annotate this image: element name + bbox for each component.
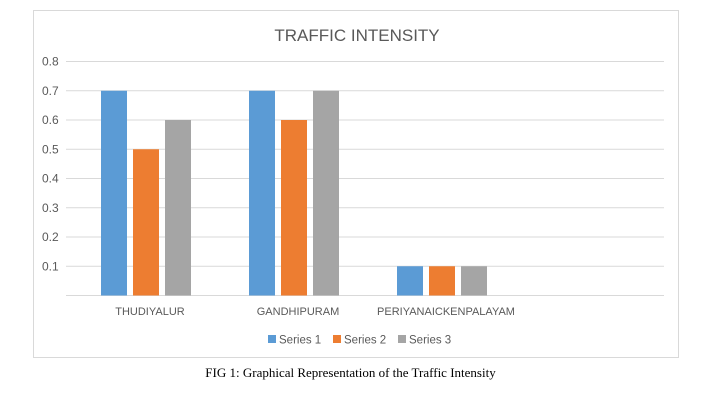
y-tick-label: 0.7 [42, 84, 59, 98]
category-label: THUDIYALUR [115, 306, 185, 318]
legend-label: Series 3 [409, 335, 451, 347]
bar-series-3-thudiyalur [165, 120, 191, 296]
category-label: GANDHIPURAM [257, 306, 340, 318]
legend-swatch [268, 335, 276, 343]
y-tick-label: 0.8 [42, 55, 59, 69]
bar-series-2-thudiyalur [133, 149, 159, 296]
legend-label: Series 2 [344, 335, 386, 347]
bar-series-1-periyanaickenpalayam [397, 266, 423, 296]
legend-swatch [333, 335, 341, 343]
y-tick-label: 0.3 [42, 201, 59, 215]
bar-series-2-periyanaickenpalayam [429, 266, 455, 296]
category-label: PERIYANAICKENPALAYAM [377, 306, 515, 318]
y-tick-label: 0.2 [42, 230, 59, 244]
bar-series-2-gandhipuram [281, 120, 307, 296]
traffic-intensity-chart: 0.1 0.2 0.3 0.4 0.5 0.6 0.7 0.8 THUDIYALUR GANDH… [42, 26, 664, 347]
bar-series-3-periyanaickenpalayam [461, 266, 487, 296]
bar-series-1-thudiyalur [101, 90, 127, 296]
chart-title: TRAFFIC INTENSITY [274, 26, 439, 45]
legend-label: Series 1 [279, 335, 321, 347]
y-tick-label: 0.5 [42, 142, 59, 156]
bar-series-3-gandhipuram [313, 90, 339, 296]
bar-series-1-gandhipuram [249, 90, 275, 296]
legend-swatch [398, 335, 406, 343]
y-tick-label: 0.6 [42, 113, 59, 127]
figure-caption: FIG 1: Graphical Representation of the T… [205, 365, 496, 380]
y-tick-label: 0.1 [42, 259, 59, 273]
y-tick-label: 0.4 [42, 172, 59, 186]
